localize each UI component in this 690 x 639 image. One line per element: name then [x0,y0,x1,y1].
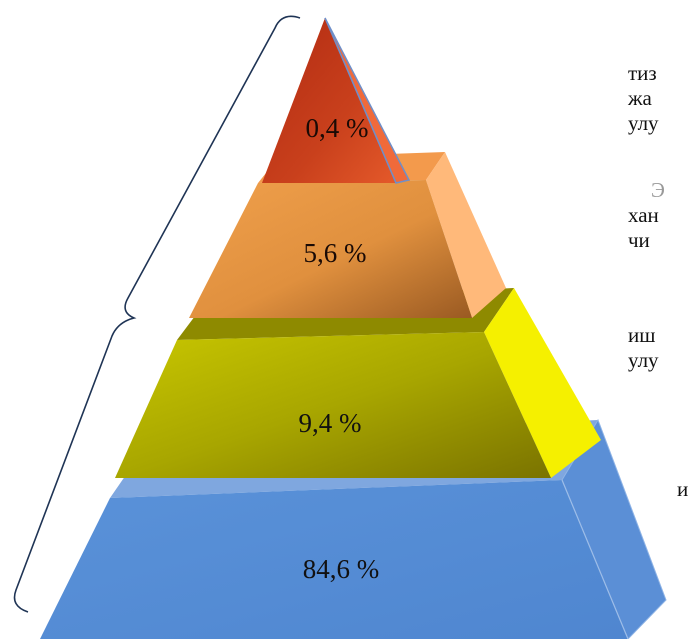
tier-1-block [262,17,411,184]
tier-3-side-face [484,288,601,478]
side-text-line-9: и [677,477,689,501]
side-text-line-5: хан [628,203,659,227]
tier-2-label: 5,6 % [304,238,367,268]
tier-4-front-face [40,480,628,639]
curly-bracket [13,15,301,613]
tier-2-front-face [189,180,472,318]
side-text-line-7: иш [628,323,656,347]
side-text-line-1: тиз [628,61,657,85]
tier-1-label: 0,4 % [306,113,369,143]
tier-3-front-face [115,332,551,478]
side-text-line-8: улу [628,348,659,372]
tier-2-side-face [426,152,506,318]
tier-3-label: 9,4 % [299,408,362,438]
tier-4-label: 84,6 % [303,554,380,584]
tier-1-front-face [262,18,396,183]
side-text-line-2: жа [628,86,652,110]
side-text-line-4: Э [651,178,665,202]
side-text-line-3: улу [628,111,659,135]
side-text-line-6: чи [628,228,650,252]
